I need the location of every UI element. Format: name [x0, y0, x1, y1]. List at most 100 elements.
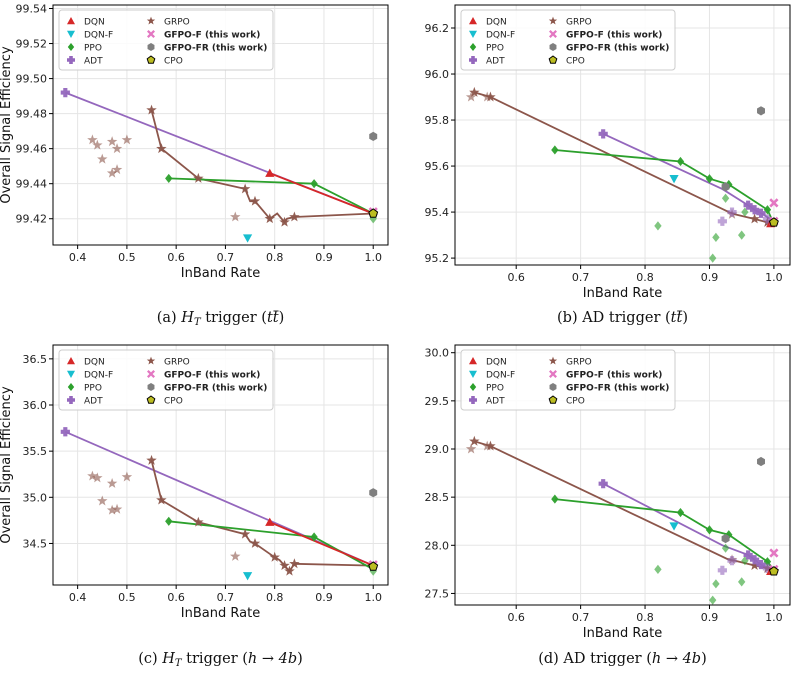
caption-part: T — [194, 317, 202, 328]
legend-marker-ppo — [469, 383, 477, 391]
caption-part: ) — [701, 651, 707, 667]
point-dqn — [265, 517, 275, 526]
legend-label-gfpo-f: GFPO-F (this work) — [164, 371, 260, 381]
legend-marker-cpo — [548, 395, 558, 404]
legend-label-ppo: PPO — [84, 44, 102, 54]
series-line-dqn — [269, 521, 374, 567]
point-grpo — [465, 91, 477, 102]
point-grpo — [284, 565, 295, 576]
legend-marker-adt — [469, 396, 478, 405]
series-line-dqn — [269, 172, 374, 215]
subplot-caption: (a) HT trigger (tt) — [157, 310, 285, 328]
x-tick-label: 0.8 — [636, 271, 654, 284]
point-ppo — [369, 566, 377, 576]
point-grpo — [239, 528, 251, 539]
legend-label-dqn: DQN — [84, 358, 105, 368]
legend-label-cpo: CPO — [566, 57, 585, 67]
point-ppo — [310, 179, 318, 189]
subplot-2: 0.6 0.7 0.8 0.9 1.0 95.2 95.4 95.6 95.8 96.0 96.2 I… — [425, 4, 791, 326]
legend-label-gfpo-fr: GFPO-FR (this work) — [566, 384, 669, 394]
plot-frame — [454, 344, 791, 606]
point-grpo — [111, 143, 123, 154]
y-tick-label: 95.6 — [425, 160, 450, 173]
point-ppo — [763, 205, 772, 215]
y-tick-label: 29.5 — [425, 395, 450, 408]
caption-part: (a) — [157, 310, 182, 326]
point-grpo — [279, 560, 290, 571]
legend-label-ppo: PPO — [486, 384, 504, 394]
point-adt — [60, 427, 70, 437]
point-grpo — [106, 136, 118, 147]
point-gfpo-fr — [369, 488, 378, 498]
x-tick-label: 1.0 — [765, 271, 783, 284]
y-tick-label: 95.8 — [425, 114, 450, 127]
y-tick-label: 95.4 — [425, 206, 450, 219]
point-grpo — [111, 503, 123, 514]
caption-part: H — [161, 651, 175, 667]
point-grpo — [156, 494, 167, 505]
point-ppo — [705, 174, 714, 184]
legend-label-adt: ADT — [486, 57, 505, 67]
legend-label-dqn-f: DQN-F — [486, 371, 515, 381]
legend-label-gfpo-fr: GFPO-FR (this work) — [566, 44, 669, 54]
caption-part: (b) AD trigger ( — [557, 310, 671, 326]
point-ppo — [165, 516, 173, 526]
y-tick-label: 35.0 — [23, 491, 48, 504]
legend-marker-grpo — [548, 356, 558, 365]
point-grpo — [289, 558, 300, 569]
point-adt — [762, 563, 773, 574]
point-adt — [749, 205, 760, 215]
point-adt — [717, 216, 727, 226]
plot-frame — [52, 344, 389, 586]
point-grpo — [92, 139, 103, 150]
point-grpo — [749, 560, 760, 570]
x-tick-label: 0.8 — [266, 251, 284, 264]
point-grpo — [156, 143, 167, 154]
legend-marker-ppo — [469, 43, 477, 51]
y-axis-label: Overall Signal Efficiency — [0, 46, 14, 204]
legend-label-adt: ADT — [84, 57, 103, 67]
y-tick-label: 99.44 — [16, 178, 48, 191]
legend-label-grpo: GRPO — [566, 18, 592, 28]
legend: DQN DQN-F PPO ADT GRPO GFPO-F (this work) GFPO… — [58, 349, 274, 411]
legend-marker-dqn — [469, 357, 477, 365]
point-adt — [598, 479, 608, 489]
x-tick-label: 0.7 — [572, 271, 590, 284]
point-grpo — [193, 516, 204, 527]
legend-marker-adt — [67, 56, 75, 64]
legend-label-gfpo-fr: GFPO-FR (this work) — [164, 44, 267, 54]
point-grpo — [97, 495, 108, 506]
legend-box — [460, 349, 676, 411]
point-grpo — [230, 211, 241, 222]
legend-label-dqn: DQN — [486, 18, 507, 28]
point-grpo — [146, 454, 157, 465]
caption-part: ) — [279, 310, 285, 326]
legend-label-grpo: GRPO — [566, 358, 592, 368]
point-grpo — [106, 504, 118, 515]
caption-part: h → 4b — [652, 651, 701, 667]
legend-marker-dqn — [67, 357, 75, 365]
point-grpo — [97, 153, 108, 164]
legend-label-cpo: CPO — [164, 57, 183, 67]
legend-marker-cpo — [146, 55, 156, 64]
point-dqn-f — [242, 572, 253, 581]
legend-marker-dqn-f — [67, 30, 75, 38]
point-ppo — [676, 507, 685, 518]
y-tick-label: 99.50 — [16, 73, 48, 86]
x-tick-label: 0.4 — [69, 591, 87, 604]
caption-part: H — [180, 310, 194, 326]
point-grpo — [87, 470, 98, 481]
legend-marker-dqn-f — [469, 370, 477, 378]
y-tick-label: 96.2 — [425, 22, 450, 35]
y-tick-label: 95.2 — [425, 252, 450, 265]
y-tick-label: 99.52 — [16, 38, 48, 51]
plot-frame — [52, 4, 389, 246]
point-grpo — [249, 537, 261, 548]
point-ppo — [551, 145, 559, 155]
point-dqn-f — [669, 522, 679, 531]
point-gfpo-fr — [757, 456, 765, 467]
series-line-grpo — [150, 109, 374, 224]
legend-label-grpo: GRPO — [164, 358, 190, 368]
point-ppo — [705, 525, 714, 535]
